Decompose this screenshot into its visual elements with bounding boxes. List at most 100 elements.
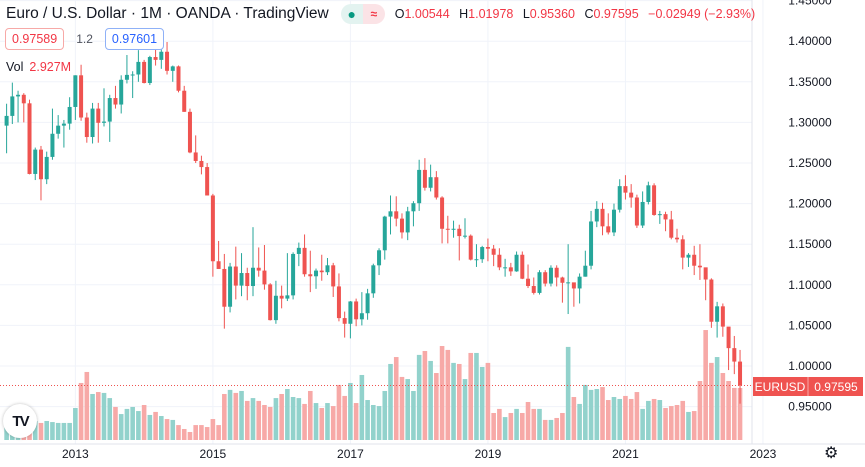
candle[interactable] (239, 253, 244, 297)
candle[interactable] (130, 71, 135, 99)
candle[interactable] (680, 235, 685, 270)
candle[interactable] (715, 301, 720, 338)
candle[interactable] (222, 253, 227, 329)
buy-button[interactable]: 0.97601 (104, 28, 165, 50)
candle[interactable] (520, 251, 525, 280)
candle[interactable] (537, 270, 542, 295)
candle[interactable] (79, 64, 84, 121)
candle[interactable] (279, 285, 284, 309)
candle[interactable] (325, 258, 330, 276)
candle[interactable] (594, 201, 599, 228)
candle[interactable] (686, 253, 691, 267)
candle[interactable] (440, 196, 445, 244)
candle[interactable] (726, 326, 731, 371)
candle[interactable] (4, 103, 9, 154)
candle[interactable] (336, 273, 341, 322)
candle[interactable] (531, 277, 536, 295)
candle[interactable] (119, 75, 124, 114)
candle[interactable] (16, 90, 21, 123)
candle[interactable] (308, 250, 313, 293)
candle[interactable] (262, 245, 267, 290)
candle[interactable] (210, 193, 215, 277)
candle[interactable] (102, 88, 107, 127)
candle[interactable] (583, 250, 588, 277)
candle[interactable] (285, 253, 290, 302)
candle[interactable] (331, 262, 336, 297)
candle[interactable] (611, 203, 616, 237)
candle[interactable] (508, 262, 513, 276)
candle[interactable] (319, 254, 324, 281)
candle[interactable] (268, 283, 273, 321)
candle[interactable] (245, 267, 250, 301)
candle[interactable] (27, 99, 32, 175)
candle[interactable] (720, 303, 725, 337)
candle[interactable] (365, 288, 370, 320)
candle[interactable] (617, 179, 622, 213)
candle[interactable] (187, 108, 192, 154)
candle[interactable] (377, 248, 382, 276)
candle[interactable] (159, 47, 164, 69)
candle[interactable] (170, 65, 175, 82)
candle[interactable] (56, 115, 61, 139)
candle[interactable] (485, 238, 490, 262)
candle[interactable] (646, 181, 651, 205)
candle[interactable] (451, 220, 456, 238)
candle[interactable] (176, 65, 181, 93)
candle[interactable] (514, 251, 519, 272)
candle[interactable] (738, 349, 743, 404)
candle[interactable] (296, 242, 301, 267)
candle[interactable] (732, 335, 737, 375)
candle[interactable] (652, 183, 657, 216)
candle[interactable] (38, 145, 43, 201)
candle[interactable] (84, 112, 89, 143)
candle[interactable] (382, 215, 387, 260)
candle[interactable] (142, 59, 147, 84)
candle[interactable] (445, 215, 450, 244)
candle[interactable] (216, 240, 221, 269)
market-status[interactable]: ● ≈ (340, 4, 385, 24)
candle[interactable] (675, 228, 680, 243)
candle[interactable] (411, 201, 416, 227)
candle[interactable] (422, 158, 427, 191)
candle[interactable] (256, 247, 261, 277)
candle[interactable] (399, 213, 404, 239)
candle[interactable] (543, 270, 548, 287)
candle[interactable] (33, 147, 38, 181)
candle[interactable] (554, 265, 559, 287)
candle[interactable] (371, 263, 376, 298)
gear-icon[interactable]: ⚙ (824, 445, 839, 462)
candle[interactable] (434, 171, 439, 200)
candle[interactable] (468, 234, 473, 261)
candle[interactable] (107, 94, 112, 142)
candle[interactable] (233, 246, 238, 300)
candle[interactable] (571, 282, 576, 307)
candle[interactable] (50, 108, 55, 160)
candle[interactable] (67, 97, 72, 130)
candle[interactable] (428, 164, 433, 192)
candle[interactable] (703, 267, 708, 301)
candle[interactable] (147, 55, 152, 86)
candle[interactable] (548, 265, 553, 287)
candle[interactable] (359, 292, 364, 326)
candle[interactable] (606, 213, 611, 235)
tradingview-logo[interactable]: TV (3, 404, 37, 438)
candle[interactable] (480, 245, 485, 263)
candle[interactable] (566, 244, 571, 315)
candle[interactable] (657, 210, 662, 224)
candle[interactable] (589, 210, 594, 270)
candle[interactable] (44, 151, 49, 185)
candle[interactable] (348, 301, 353, 339)
candle[interactable] (96, 102, 101, 143)
candle[interactable] (491, 245, 496, 267)
candle[interactable] (634, 194, 639, 228)
candle[interactable] (497, 248, 502, 271)
candle[interactable] (354, 298, 359, 327)
candle[interactable] (205, 163, 210, 196)
candle[interactable] (474, 244, 479, 267)
candle[interactable] (394, 196, 399, 227)
candle[interactable] (577, 273, 582, 304)
candle[interactable] (600, 202, 605, 236)
candle[interactable] (709, 278, 714, 328)
candle[interactable] (463, 218, 467, 239)
